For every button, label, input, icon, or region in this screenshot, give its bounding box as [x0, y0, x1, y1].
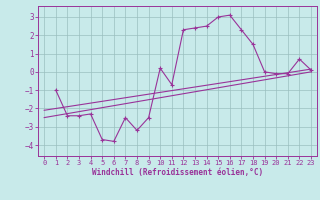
- X-axis label: Windchill (Refroidissement éolien,°C): Windchill (Refroidissement éolien,°C): [92, 168, 263, 177]
